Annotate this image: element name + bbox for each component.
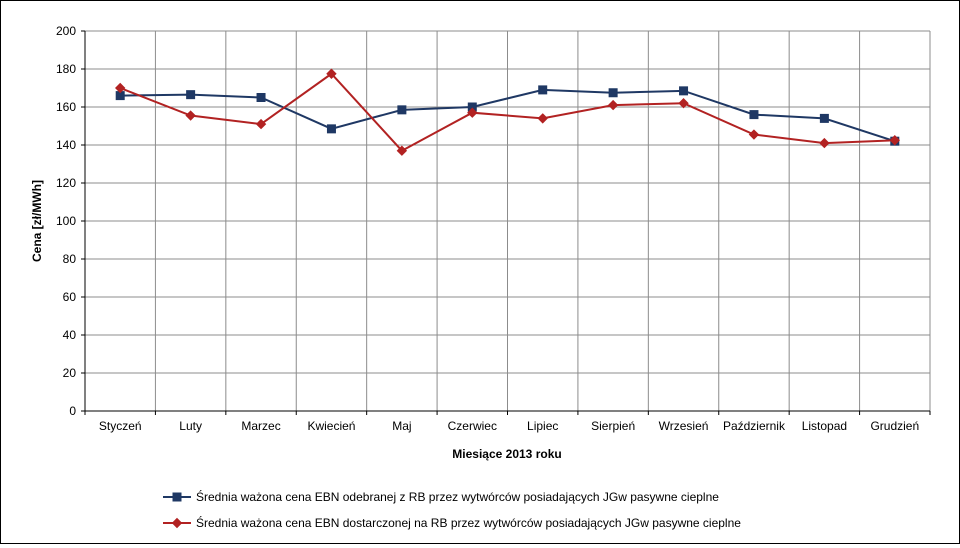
series-group	[115, 68, 900, 156]
x-tick-label: Kwiecień	[307, 419, 355, 433]
series-2-point	[537, 113, 548, 124]
x-tick-label: Styczeń	[99, 419, 142, 433]
legend-marker-2	[171, 517, 183, 529]
x-tick-label: Wrzesień	[659, 419, 709, 433]
y-tick-label: 40	[63, 328, 77, 342]
gridlines	[85, 30, 931, 412]
series-1-point	[326, 124, 336, 134]
legend: Średnia ważona cena EBN odebranej z RB p…	[163, 489, 741, 530]
series-1-point	[397, 105, 407, 115]
x-tick-label: Luty	[179, 419, 202, 433]
series-1-point	[679, 86, 689, 96]
y-tick-label: 0	[69, 404, 76, 418]
x-tick-label: Czerwiec	[448, 419, 497, 433]
x-axis-title: Miesiące 2013 roku	[452, 447, 561, 461]
series-line-1	[120, 88, 896, 143]
y-tick-label: 180	[56, 62, 76, 76]
x-tick-label: Sierpień	[591, 419, 635, 433]
y-tick-label: 100	[56, 214, 76, 228]
series-line-2	[119, 72, 895, 152]
y-tick-label: 120	[56, 176, 76, 190]
x-tick-label: Marzec	[241, 419, 280, 433]
x-tick-label: Październik	[723, 419, 786, 433]
series-1-point	[256, 93, 266, 102]
y-tick-label: 160	[56, 100, 76, 114]
y-tick-label: 20	[63, 366, 77, 380]
series-2-point	[467, 107, 478, 118]
x-tick-label: Grudzień	[870, 419, 919, 433]
series-1-point	[186, 90, 196, 100]
x-tick-label: Lipiec	[527, 419, 558, 433]
legend-label-2: Średnia ważona cena EBN dostarczonej na …	[196, 515, 741, 530]
y-tick-label: 80	[63, 252, 77, 266]
series-2-point	[115, 82, 126, 94]
series-2-point	[396, 145, 408, 156]
y-tick-label: 140	[56, 138, 76, 152]
x-tick-label: Listopad	[802, 419, 847, 433]
series-2-point	[607, 99, 619, 111]
y-tick-label: 200	[56, 24, 76, 38]
legend-marker-1	[172, 492, 182, 502]
series-2-point	[819, 137, 830, 149]
series-1-point	[608, 88, 618, 98]
series-2-point	[185, 110, 196, 121]
axes	[81, 30, 931, 415]
series-2-point	[326, 68, 337, 79]
series-2-point	[255, 118, 267, 130]
series-1-point	[538, 85, 548, 95]
y-tick-label: 60	[63, 290, 77, 304]
series-2-point	[678, 97, 689, 109]
series-2-point	[889, 135, 900, 146]
legend-label-1: Średnia ważona cena EBN odebranej z RB p…	[196, 489, 719, 504]
series-1-point	[749, 110, 759, 120]
x-tick-label: Maj	[392, 419, 411, 433]
x-tick-labels: Styczeń Luty Marzec Kwiecień Maj Czerwiec Lipi…	[99, 419, 919, 433]
series-2-point	[748, 129, 760, 140]
y-tick-labels: 0 20 40 60 80 100 120 140 160 180 200	[56, 24, 76, 418]
series-1-point	[819, 113, 829, 123]
y-axis-title: Cena [zł/MWh]	[30, 180, 44, 262]
